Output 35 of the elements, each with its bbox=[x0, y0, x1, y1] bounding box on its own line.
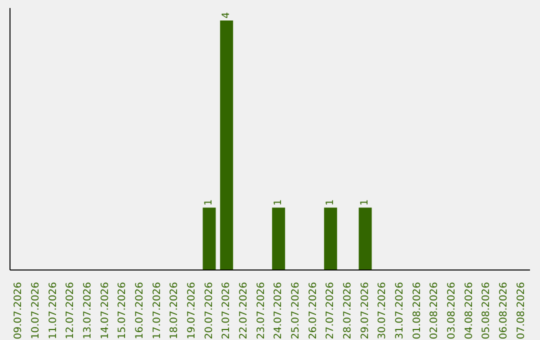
x-tick-label: 12.07.2026 bbox=[65, 282, 76, 340]
x-tick-label: 31.07.2026 bbox=[394, 282, 406, 340]
x-tick-label: 29.07.2026 bbox=[360, 282, 371, 340]
x-tick-label: 01.08.2026 bbox=[412, 282, 423, 340]
x-tick-label: 02.08.2026 bbox=[429, 282, 440, 340]
x-tick-label: 04.08.2026 bbox=[464, 282, 475, 340]
data-label: 1 bbox=[360, 199, 371, 206]
x-tick-label: 18.07.2026 bbox=[169, 282, 180, 340]
x-tick-label: 13.07.2026 bbox=[82, 282, 94, 340]
data-label: 1 bbox=[204, 199, 215, 206]
x-tick-label: 06.08.2026 bbox=[498, 282, 510, 340]
x-tick-label: 23.07.2026 bbox=[256, 282, 267, 340]
x-tick-label: 21.07.2026 bbox=[221, 282, 232, 340]
x-tick-label: 11.07.2026 bbox=[48, 282, 59, 340]
x-tick-label: 03.08.2026 bbox=[446, 282, 458, 340]
x-tick-label: 15.07.2026 bbox=[117, 282, 128, 340]
x-tick-label: 07.08.2026 bbox=[516, 282, 527, 340]
x-tick-label: 17.07.2026 bbox=[152, 282, 163, 340]
x-tick-label: 05.08.2026 bbox=[481, 282, 492, 340]
x-tick-label: 25.07.2026 bbox=[290, 282, 302, 340]
x-tick-label: 19.07.2026 bbox=[186, 282, 198, 340]
x-tick-label: 10.07.2026 bbox=[30, 282, 42, 340]
x-tick-label: 28.07.2026 bbox=[342, 282, 354, 340]
data-label: 1 bbox=[325, 199, 336, 206]
x-tick-label: 27.07.2026 bbox=[325, 282, 336, 340]
x-tick-label: 26.07.2026 bbox=[308, 282, 319, 340]
x-tick-label: 14.07.2026 bbox=[100, 282, 111, 340]
x-tick-label: 30.07.2026 bbox=[377, 282, 388, 340]
x-tick-label: 16.07.2026 bbox=[134, 282, 146, 340]
data-label: 1 bbox=[273, 199, 284, 206]
x-tick-label: 22.07.2026 bbox=[238, 282, 250, 340]
x-tick-label: 09.07.2026 bbox=[13, 282, 24, 340]
data-label: 4 bbox=[221, 12, 232, 18]
x-tick-label: 24.07.2026 bbox=[273, 282, 284, 340]
x-tick-label: 20.07.2026 bbox=[204, 282, 215, 340]
